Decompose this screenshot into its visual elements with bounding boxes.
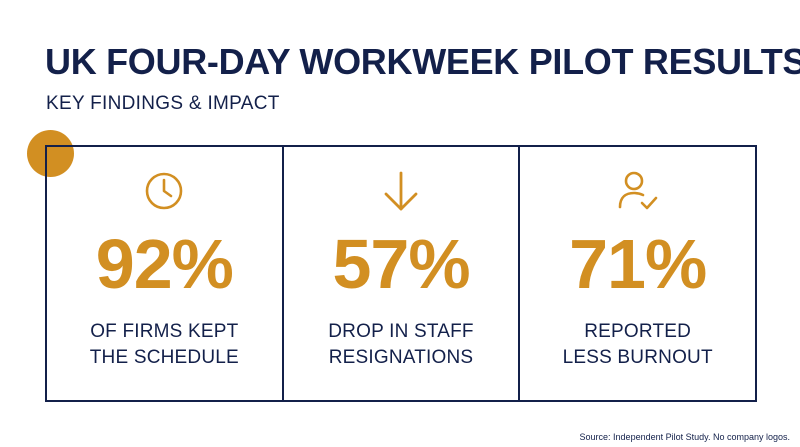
clock-icon: [140, 167, 188, 215]
stat-value: 92%: [95, 225, 234, 303]
page-subtitle: KEY FINDINGS & IMPACT: [46, 93, 280, 114]
source-note: Source: Independent Pilot Study. No comp…: [579, 432, 790, 442]
stats-grid: 92% OF FIRMS KEPT THE SCHEDULE 57% DROP …: [45, 145, 757, 402]
stat-value: 57%: [332, 225, 470, 303]
page-title: UK FOUR-DAY WORKWEEK PILOT RESULTS: [45, 41, 800, 82]
stat-label-line: THE SCHEDULE: [89, 347, 239, 368]
stat-label-line: LESS BURNOUT: [562, 347, 713, 368]
stat-label: OF FIRMS KEPT THE SCHEDULE: [47, 319, 282, 371]
stat-label: DROP IN STAFF RESIGNATIONS: [284, 319, 519, 371]
arrow-down-icon: [377, 167, 425, 215]
stat-card-resignations: 57% DROP IN STAFF RESIGNATIONS: [284, 147, 521, 400]
stat-value: 71%: [569, 225, 707, 303]
user-check-icon: [614, 167, 662, 215]
stat-card-schedule: 92% OF FIRMS KEPT THE SCHEDULE: [47, 147, 284, 400]
accent-circle: [27, 130, 74, 177]
stat-card-burnout: 71% REPORTED LESS BURNOUT: [520, 147, 755, 400]
stat-label-line: DROP IN STAFF: [328, 321, 474, 342]
stat-label-line: REPORTED: [584, 321, 692, 342]
stat-label: REPORTED LESS BURNOUT: [520, 319, 755, 371]
stat-label-line: OF FIRMS KEPT: [90, 321, 239, 342]
stat-label-line: RESIGNATIONS: [328, 347, 474, 368]
